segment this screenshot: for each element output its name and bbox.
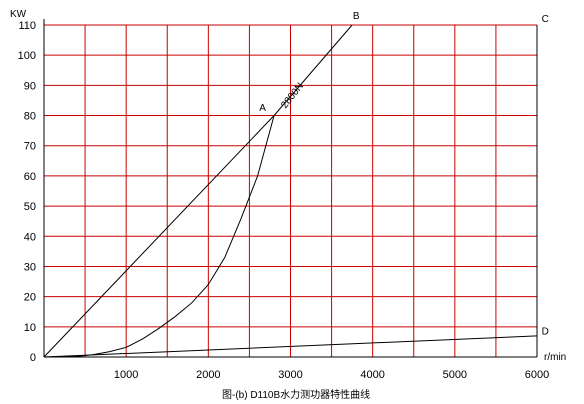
y-tick-label: 100	[18, 50, 36, 62]
axes-frame	[43, 19, 538, 358]
x-tick-label: 1000	[114, 369, 138, 381]
y-tick-label: 10	[24, 322, 36, 334]
curves	[43, 24, 538, 358]
x-axis-label: r/min	[544, 352, 566, 363]
y-tick-label: 90	[24, 80, 36, 92]
annotation-label: C	[542, 14, 549, 25]
y-tick-label: 0	[30, 352, 36, 364]
series-line-1	[43, 24, 353, 358]
y-tick-label: 30	[24, 261, 36, 273]
x-tick-label: 5000	[443, 369, 467, 381]
y-tick-label: 110	[18, 20, 36, 32]
y-tick-label: 20	[24, 292, 36, 304]
y-tick-label: 50	[24, 201, 36, 213]
y-axis-label: KW	[10, 9, 27, 20]
annotation-label: A	[259, 103, 266, 114]
y-tick-label: 40	[24, 231, 36, 243]
x-tick-label: 3000	[278, 369, 302, 381]
annotation-label: B	[353, 11, 360, 22]
y-tick-label: 70	[24, 141, 36, 153]
tick-labels: 0 10 20 30 40 50 60 70 80 90 100 110 1000 2000 3000 400…	[18, 20, 550, 381]
annotation-label: D	[542, 326, 549, 337]
x-tick-label: 2000	[196, 369, 220, 381]
y-tick-label: 60	[24, 171, 36, 183]
grid	[44, 24, 537, 357]
x-tick-label: 6000	[525, 369, 549, 381]
y-tick-label: 80	[24, 111, 36, 123]
series-line-3	[43, 335, 538, 358]
x-tick-label: 4000	[360, 369, 384, 381]
figure-caption: 图-(b) D110B水力测功器特性曲线	[222, 388, 370, 401]
